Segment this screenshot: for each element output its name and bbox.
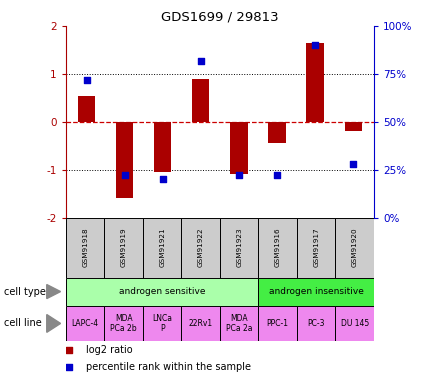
Point [65,346,72,352]
Bar [220,306,258,341]
Bar [258,278,374,306]
Text: androgen insensitive: androgen insensitive [269,287,364,296]
Text: DU 145: DU 145 [340,319,369,328]
Bar [154,122,171,172]
Point [122,172,128,178]
Bar [258,306,297,341]
Title: GDS1699 / 29813: GDS1699 / 29813 [161,11,279,24]
Text: GSM91918: GSM91918 [82,228,88,267]
Point [274,172,280,178]
Bar [105,217,143,278]
Point [83,77,90,83]
Bar [78,96,95,122]
Bar [66,306,105,341]
Bar [269,122,286,143]
Point [312,42,318,48]
Polygon shape [47,285,61,298]
Bar [306,43,323,122]
Bar [297,306,335,341]
Bar [220,217,258,278]
Bar [66,278,258,306]
Polygon shape [47,315,61,332]
Text: PPC-1: PPC-1 [267,319,289,328]
Point [350,161,357,167]
Text: MDA
PCa 2b: MDA PCa 2b [110,314,137,333]
Bar [143,217,181,278]
Text: GSM91917: GSM91917 [313,228,319,267]
Text: percentile rank within the sample: percentile rank within the sample [86,362,251,372]
Bar [345,122,362,132]
Bar [105,306,143,341]
Bar [181,217,220,278]
Text: PC-3: PC-3 [307,319,325,328]
Text: MDA
PCa 2a: MDA PCa 2a [226,314,252,333]
Bar [297,217,335,278]
Bar [335,306,374,341]
Point [235,172,242,178]
Bar [230,122,247,174]
Text: LNCa
P: LNCa P [152,314,172,333]
Text: GSM91923: GSM91923 [236,228,242,267]
Bar [258,217,297,278]
Text: androgen sensitive: androgen sensitive [119,287,205,296]
Bar [116,122,133,198]
Bar [193,79,210,122]
Bar [143,306,181,341]
Text: LAPC-4: LAPC-4 [71,319,99,328]
Text: 22Rv1: 22Rv1 [189,319,213,328]
Text: cell type: cell type [4,286,46,297]
Text: log2 ratio: log2 ratio [86,345,133,355]
Bar [66,217,105,278]
Text: GSM91919: GSM91919 [121,228,127,267]
Text: GSM91921: GSM91921 [159,228,165,267]
Bar [181,306,220,341]
Point [198,58,204,64]
Text: GSM91920: GSM91920 [352,228,358,267]
Bar [335,217,374,278]
Point [65,364,72,370]
Text: GSM91916: GSM91916 [275,228,280,267]
Text: GSM91922: GSM91922 [198,228,204,267]
Point [159,176,166,182]
Text: cell line: cell line [4,318,42,328]
